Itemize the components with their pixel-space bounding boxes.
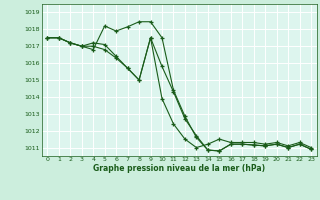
X-axis label: Graphe pression niveau de la mer (hPa): Graphe pression niveau de la mer (hPa) bbox=[93, 164, 265, 173]
